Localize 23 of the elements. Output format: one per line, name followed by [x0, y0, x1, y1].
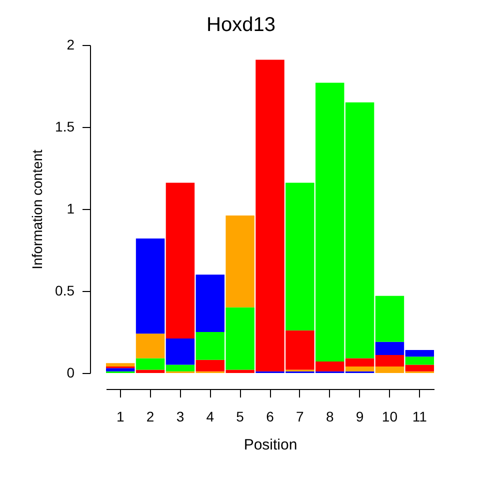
x-tick-label: 4	[206, 408, 214, 424]
x-tick-label: 10	[382, 408, 398, 424]
y-tick-label: 0	[66, 364, 75, 380]
y-tick-label: 1.5	[55, 118, 75, 134]
x-tick-label: 2	[146, 408, 154, 424]
x-tick-label: 9	[356, 408, 364, 424]
x-tick-label: 5	[236, 408, 244, 424]
y-tick-label: 0.5	[55, 282, 75, 298]
bar	[166, 338, 195, 365]
x-axis-title: Position	[244, 436, 298, 454]
x-tick-label: 3	[176, 408, 184, 424]
y-axis-title: Information content	[29, 149, 46, 270]
bar	[106, 368, 135, 372]
x-tick-label: 1	[116, 408, 124, 424]
bar	[196, 274, 225, 332]
bar	[136, 238, 165, 334]
x-tick-label: 11	[412, 408, 428, 424]
x-tick-label: 7	[296, 408, 304, 424]
y-tick-label: 2	[66, 36, 75, 52]
chart-title: Hoxd13	[206, 14, 276, 36]
x-tick-label: 6	[266, 408, 274, 424]
x-tick-label: 8	[326, 408, 334, 424]
y-tick-label: 1	[66, 200, 75, 216]
